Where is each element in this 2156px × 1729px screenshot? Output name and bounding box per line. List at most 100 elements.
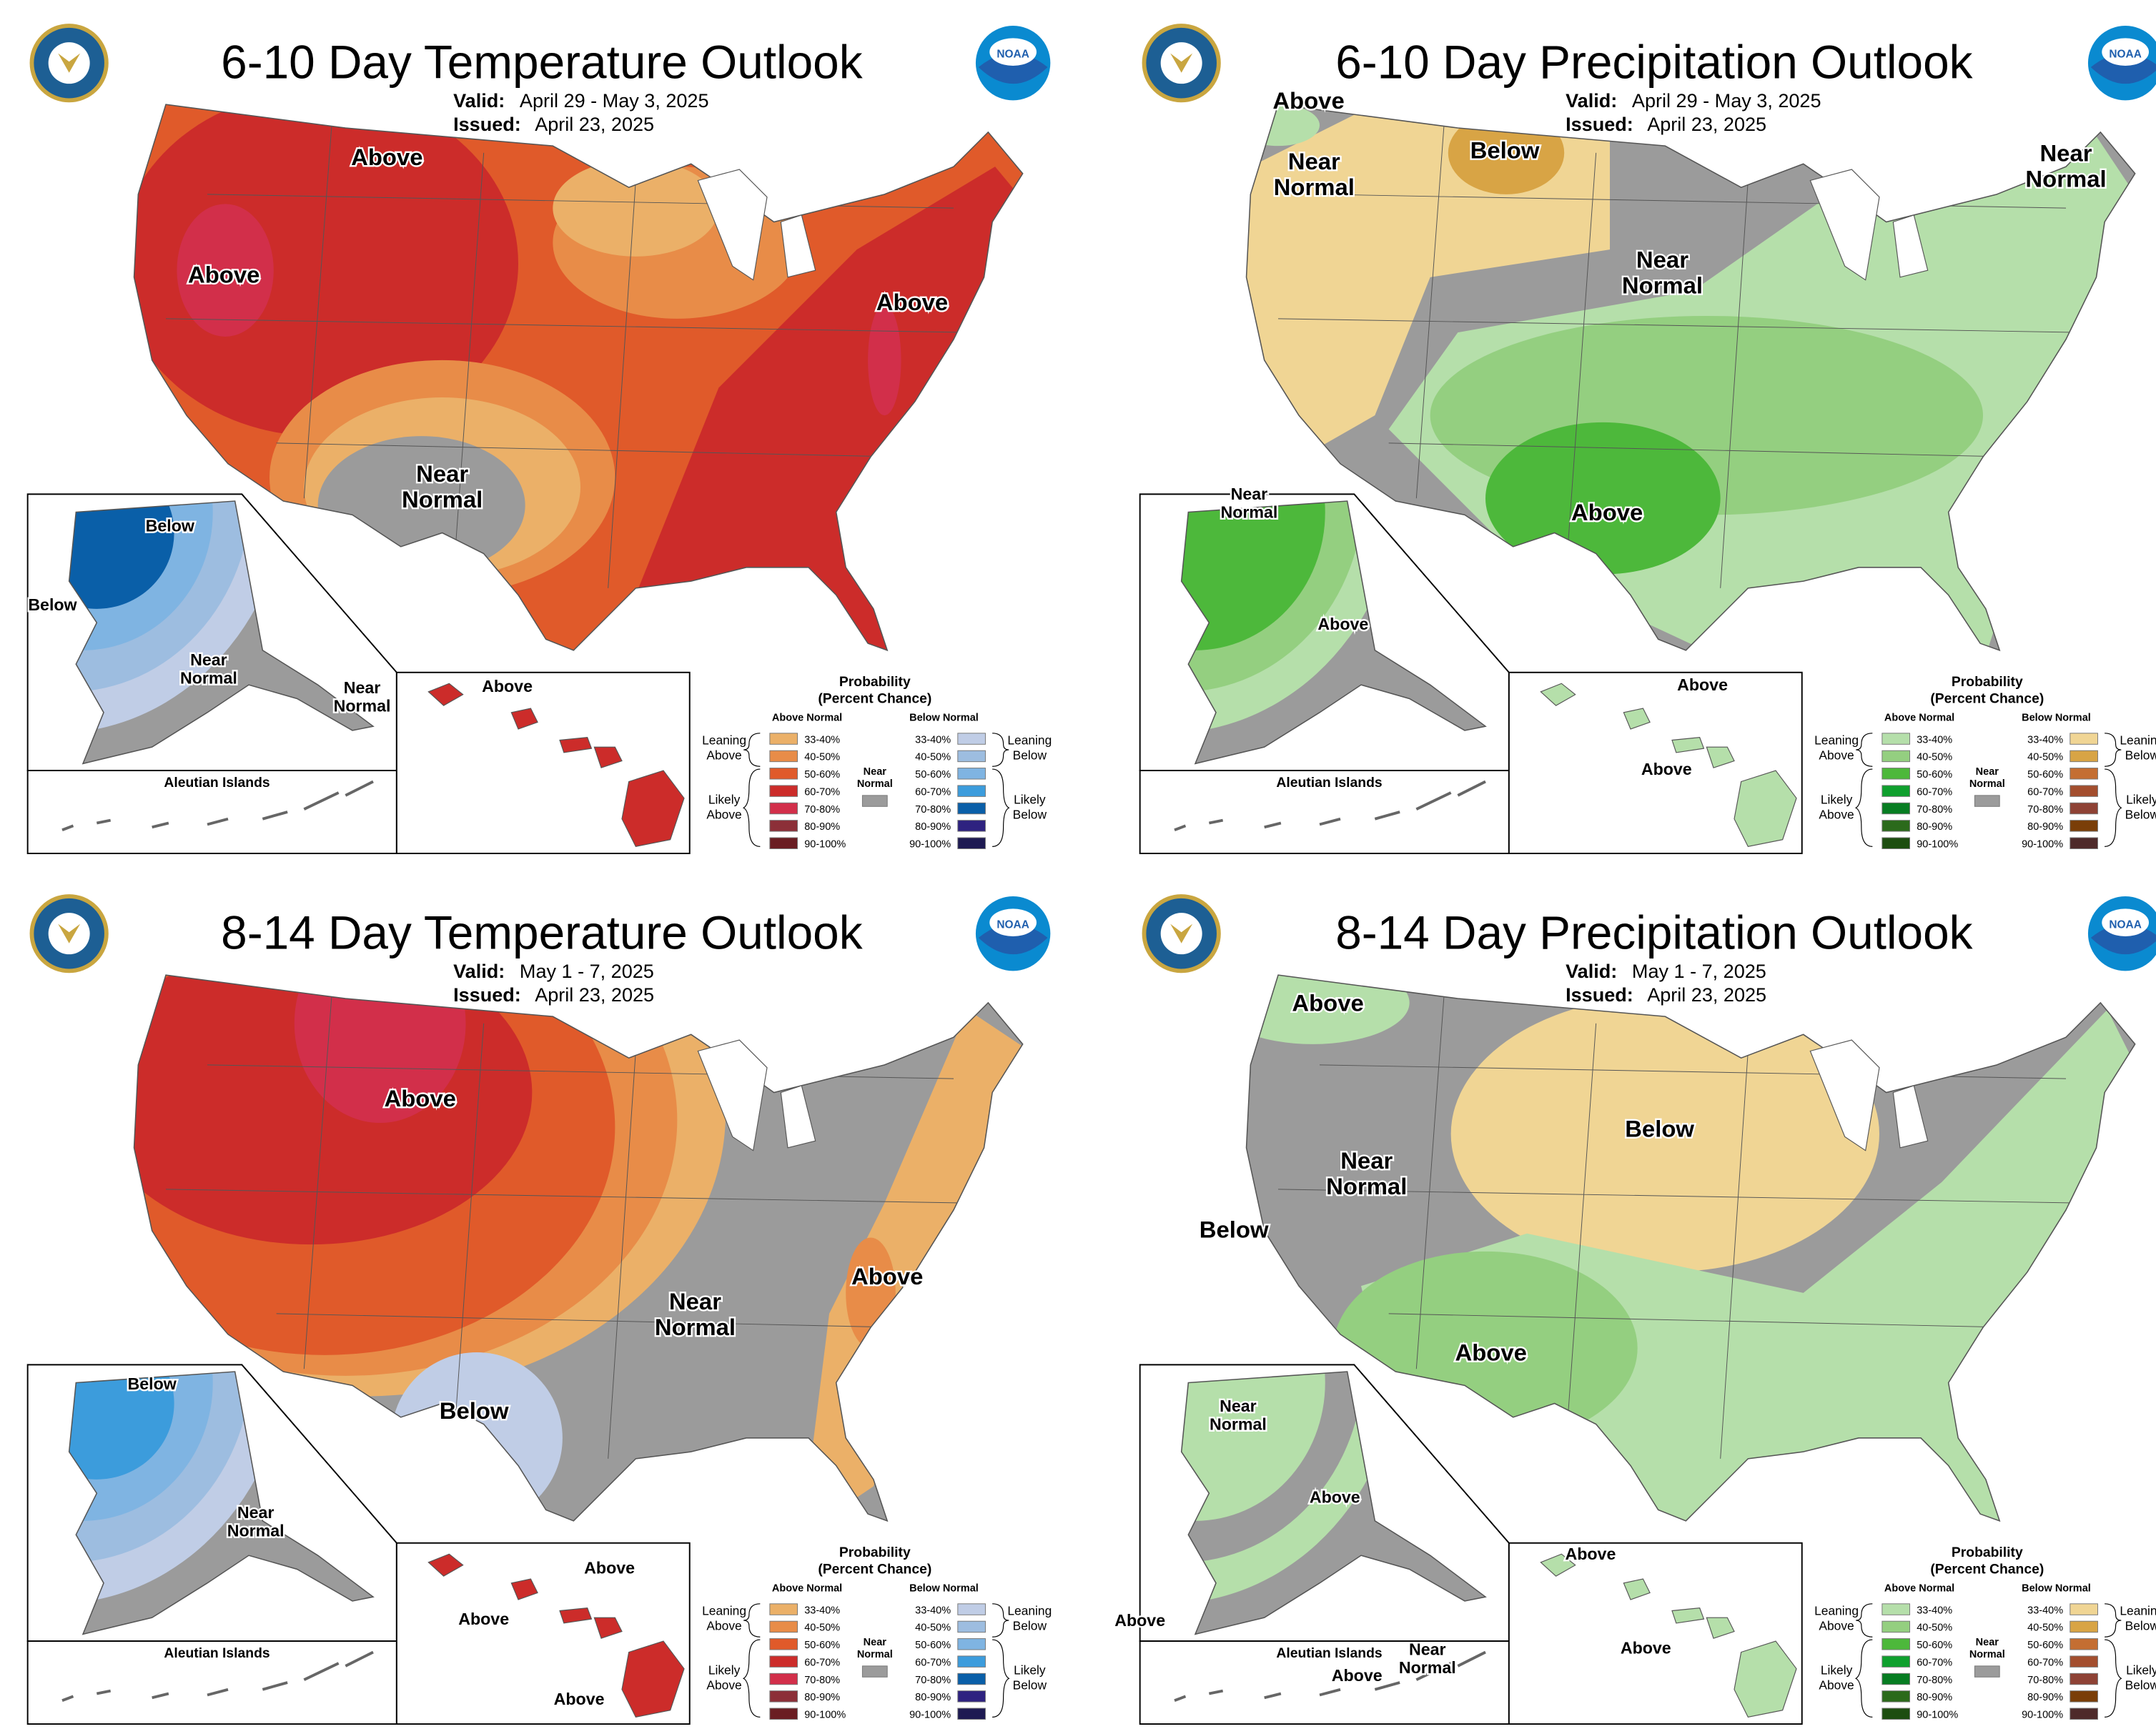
legend-swatch-below	[957, 750, 986, 763]
conus-outline	[1245, 104, 2136, 652]
outlook-map: NOAA 8-14 Day Temperature Outlook Valid: Ma…	[26, 894, 1052, 1725]
legend-text: Near	[864, 766, 887, 778]
legend-text: Likely	[2126, 1663, 2156, 1677]
legend-text: 33-40%	[2027, 1605, 2063, 1616]
legend-text: Below	[1013, 808, 1047, 822]
noaa-logo: NOAA	[2087, 25, 2156, 101]
state-borders	[1277, 996, 2080, 1459]
region-label: Near	[237, 1503, 275, 1522]
legend-text: Below	[1013, 748, 1047, 763]
legend-text: Above Normal	[772, 1582, 842, 1594]
region-label: Above	[1455, 1339, 1527, 1366]
legend-text: 60-70%	[915, 1657, 951, 1668]
legend-text: 40-50%	[804, 752, 840, 763]
region-label: Above	[1677, 675, 1728, 694]
great-lakes	[697, 169, 816, 281]
legend-swatch-below	[2070, 1620, 2098, 1633]
legend-text: 40-50%	[915, 1623, 951, 1634]
probability-contour	[391, 1352, 563, 1521]
region-label: Above	[1641, 760, 1692, 778]
region-label: Normal	[180, 669, 237, 688]
legend-swatch-below	[2070, 802, 2098, 815]
aleutian-islands-label: Aleutian Islands	[164, 776, 270, 791]
probability-legend: Probability(Percent Chance)Above Normal B…	[702, 675, 1052, 850]
map-title: 8-14 Day Precipitation Outlook	[1335, 906, 1972, 958]
legend-text: Probability	[839, 675, 911, 690]
legend-text: Probability	[1952, 1545, 2023, 1560]
svg-text:NOAA: NOAA	[2109, 48, 2142, 60]
legend-text: Leaning	[1814, 1603, 1859, 1617]
great-lakes	[1809, 1039, 1929, 1151]
valid-label: Valid:	[453, 961, 505, 982]
legend-swatch-above	[1881, 750, 1911, 763]
probability-contour	[1450, 996, 1879, 1272]
hawaii-map	[1540, 683, 1797, 848]
legend-swatch-near-normal	[861, 1665, 888, 1678]
legend-text: (Percent Chance)	[818, 1562, 931, 1577]
map-title: 6-10 Day Temperature Outlook	[221, 35, 863, 88]
legend-text: 40-50%	[804, 1623, 840, 1634]
legend-swatch-below	[2070, 785, 2098, 797]
region-label: Above	[584, 1558, 635, 1577]
region-label: Above	[1272, 87, 1344, 114]
legend-swatch-above	[769, 1708, 798, 1720]
aleutian-islands-map	[1174, 1650, 1486, 1702]
region-label: Near	[1636, 246, 1688, 272]
legend-text: 60-70%	[804, 786, 840, 798]
region-label: Near	[1409, 1640, 1446, 1658]
legend-swatch-above	[1881, 820, 1911, 832]
region-label: Above	[1571, 499, 1643, 525]
probability-contour	[846, 1237, 896, 1349]
legend-text: 80-90%	[915, 1692, 951, 1703]
svg-text:NOAA: NOAA	[997, 918, 1029, 931]
legend-text: 70-80%	[2027, 1675, 2063, 1686]
legend-swatch-above	[1881, 768, 1911, 780]
legend-text: 70-80%	[804, 1675, 840, 1686]
legend-swatch-above	[1881, 1638, 1911, 1650]
region-label: Above	[851, 1263, 923, 1289]
legend-swatch-below	[957, 1620, 986, 1633]
region-label: Below	[1200, 1217, 1269, 1243]
legend-text: 70-80%	[1917, 804, 1952, 816]
legend-text: 60-70%	[1917, 786, 1952, 798]
valid-label: Valid:	[1566, 90, 1617, 112]
legend-swatch-above	[769, 1655, 798, 1668]
conus-outline	[133, 104, 1024, 652]
legend-text: Above	[1819, 748, 1854, 763]
legend-text: Leaning	[1007, 733, 1052, 747]
issued-label: Issued:	[1566, 114, 1633, 135]
legend-swatch-above	[1881, 837, 1911, 849]
probability-legend: Probability(Percent Chance)Above Normal B…	[1814, 1545, 2156, 1720]
valid-date: April 29 - May 3, 2025	[1632, 90, 1821, 112]
legend-text: Below	[2125, 1678, 2156, 1693]
aleutian-inset-frame	[1139, 770, 1510, 855]
legend-swatch-above	[769, 837, 798, 849]
legend-text: 50-60%	[2027, 769, 2063, 781]
legend-text: Probability	[1952, 675, 2023, 690]
great-lakes	[697, 1039, 816, 1151]
legend-braces	[1854, 1603, 2122, 1718]
legend-text: Below	[2125, 1619, 2156, 1633]
outlook-map: NOAA 6-10 Day Precipitation OutlookValid:…	[1139, 24, 2156, 855]
legend-text: Leaning	[2120, 733, 2156, 747]
legend-swatch-below	[957, 1708, 986, 1720]
legend-swatch-near-normal	[861, 795, 888, 807]
legend-text: 40-50%	[2027, 1623, 2063, 1634]
region-label: Below	[146, 517, 195, 535]
legend-text: Normal	[857, 1649, 893, 1660]
legend-text: 60-70%	[804, 1657, 840, 1668]
region-label: Normal	[2025, 166, 2106, 192]
legend-swatch-below	[2070, 750, 2098, 763]
legend-text: 50-60%	[915, 769, 951, 781]
legend-text: Likely	[1014, 792, 1046, 806]
aleutian-islands-label: Aleutian Islands	[164, 1646, 270, 1661]
legend-text: 50-60%	[1917, 769, 1952, 781]
legend-text: 50-60%	[1917, 1640, 1952, 1651]
probability-legend: Probability(Percent Chance)Above Normal B…	[702, 1545, 1052, 1720]
region-label: Above	[1332, 1666, 1383, 1685]
map-title: 6-10 Day Precipitation Outlook	[1335, 35, 1972, 88]
legend-swatch-below	[2070, 733, 2098, 745]
legend-text: Below Normal	[2022, 712, 2091, 723]
legend-swatch-below	[2070, 1690, 2098, 1703]
